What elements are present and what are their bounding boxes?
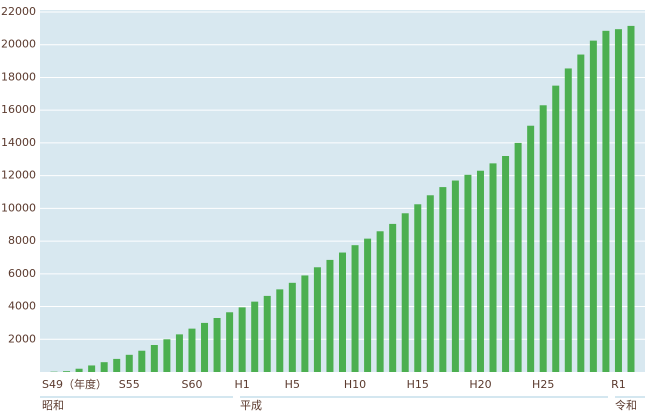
y-tick-label: 10000 bbox=[1, 201, 36, 214]
y-tick-label: 4000 bbox=[8, 300, 36, 313]
bar bbox=[552, 86, 559, 372]
x-tick-label: S55 bbox=[119, 378, 140, 391]
y-tick-label: 12000 bbox=[1, 169, 36, 182]
bar bbox=[427, 195, 434, 372]
x-tick-label: S60 bbox=[181, 378, 202, 391]
y-tick-label: 8000 bbox=[8, 234, 36, 247]
bar bbox=[314, 267, 321, 372]
x-tick-label: R1 bbox=[611, 378, 626, 391]
x-tick-label: H20 bbox=[469, 378, 491, 391]
bar bbox=[377, 231, 384, 372]
bar bbox=[339, 253, 346, 372]
bar bbox=[439, 187, 446, 372]
y-tick-label: 16000 bbox=[1, 103, 36, 116]
bar bbox=[540, 105, 547, 372]
y-tick-label: 22000 bbox=[1, 5, 36, 18]
x-tick-label: S49（年度） bbox=[42, 377, 107, 391]
bar bbox=[289, 283, 296, 372]
x-tick-label: H5 bbox=[285, 378, 300, 391]
bar bbox=[364, 239, 371, 372]
y-tick-label: 6000 bbox=[8, 267, 36, 280]
bar bbox=[151, 345, 158, 372]
bar bbox=[464, 175, 471, 372]
bar bbox=[138, 351, 145, 372]
bar bbox=[602, 31, 609, 372]
x-tick-label: H15 bbox=[407, 378, 429, 391]
era-label: 昭和 bbox=[42, 399, 64, 412]
bar bbox=[113, 359, 120, 372]
bar bbox=[402, 213, 409, 372]
bar bbox=[565, 68, 572, 372]
bar bbox=[276, 289, 283, 372]
bar bbox=[126, 355, 133, 372]
bar bbox=[301, 275, 308, 372]
era-label: 令和 bbox=[615, 398, 637, 412]
y-tick-label: 2000 bbox=[8, 332, 36, 345]
x-tick-label: H10 bbox=[344, 378, 366, 391]
bar bbox=[590, 41, 597, 372]
x-tick-label: H1 bbox=[235, 378, 250, 391]
bar bbox=[88, 365, 95, 372]
bar bbox=[326, 260, 333, 372]
bar bbox=[251, 302, 258, 372]
bar bbox=[352, 245, 359, 372]
bar bbox=[515, 143, 522, 372]
bar bbox=[490, 163, 497, 372]
bar bbox=[502, 156, 509, 372]
bar bbox=[239, 307, 246, 372]
bar bbox=[477, 171, 484, 372]
bar bbox=[389, 224, 396, 372]
era-label: 平成 bbox=[240, 399, 262, 412]
bar bbox=[101, 362, 108, 372]
bar bbox=[76, 369, 83, 372]
bar bbox=[414, 204, 421, 372]
bar bbox=[264, 296, 271, 372]
bar bbox=[214, 318, 221, 372]
y-tick-label: 14000 bbox=[1, 136, 36, 149]
bar bbox=[615, 29, 622, 372]
y-tick-label: 18000 bbox=[1, 70, 36, 83]
bar bbox=[188, 329, 195, 372]
bar bbox=[201, 323, 208, 372]
bar bbox=[176, 334, 183, 372]
bar bbox=[226, 312, 233, 372]
x-tick-label: H25 bbox=[532, 378, 554, 391]
bar bbox=[527, 126, 534, 372]
bar bbox=[628, 26, 635, 372]
bar bbox=[452, 181, 459, 372]
bar bbox=[577, 55, 584, 372]
y-tick-label: 20000 bbox=[1, 38, 36, 51]
bar bbox=[63, 371, 70, 372]
bar bbox=[163, 339, 170, 372]
